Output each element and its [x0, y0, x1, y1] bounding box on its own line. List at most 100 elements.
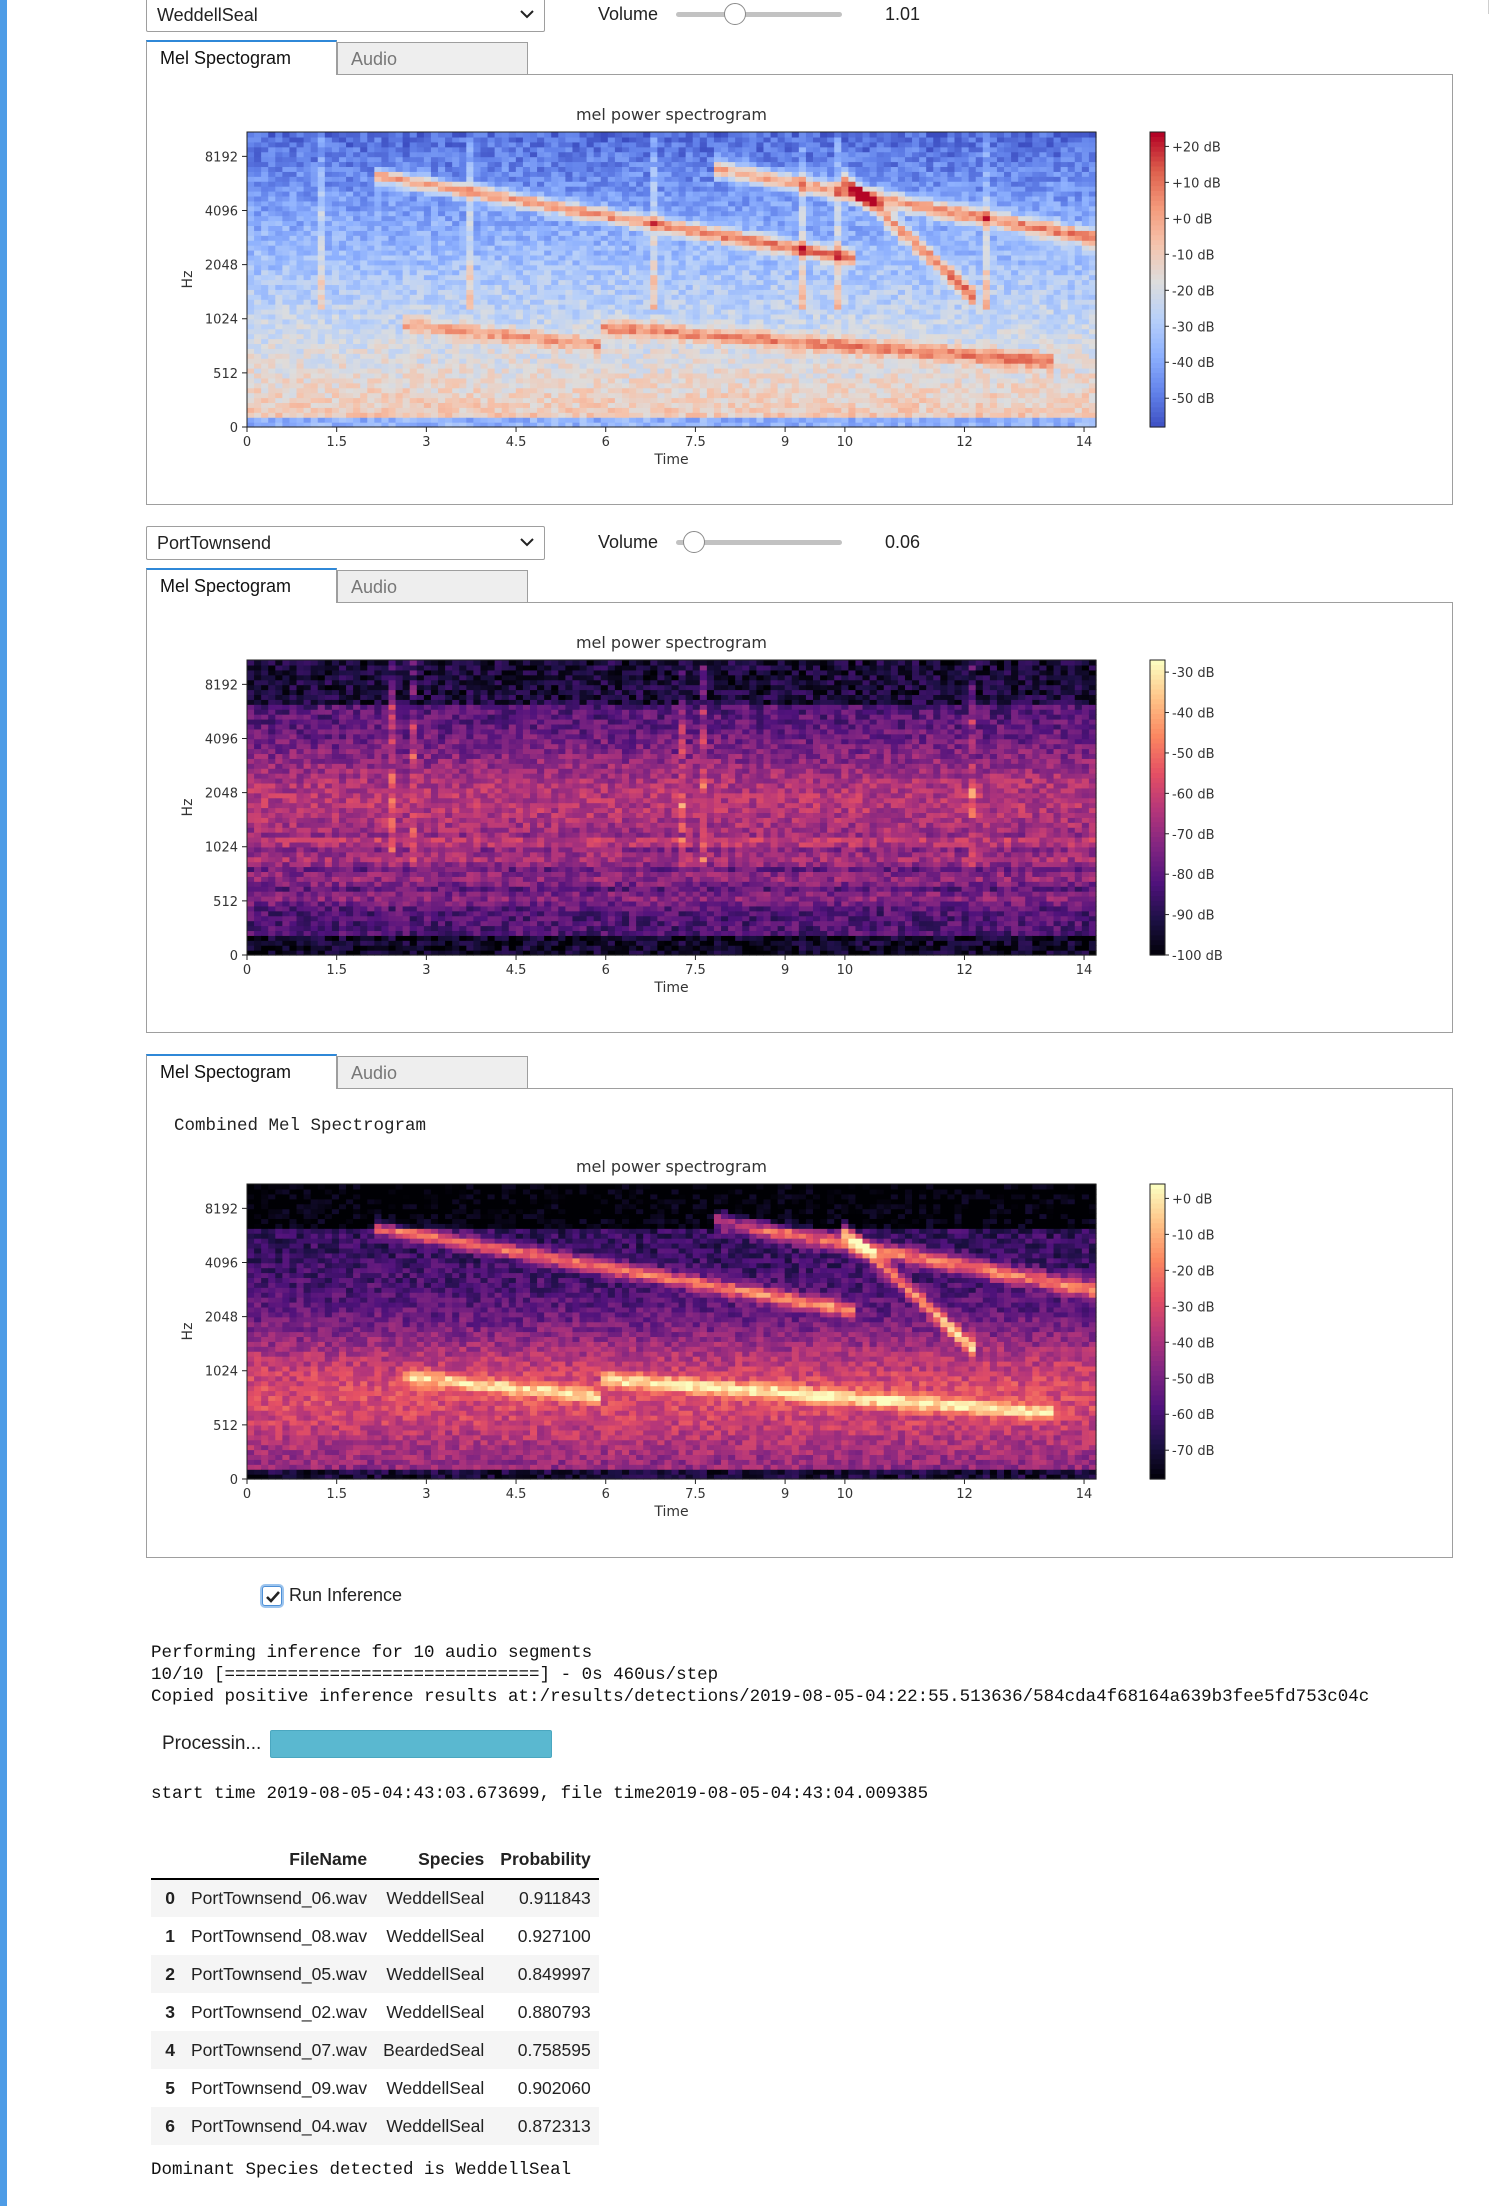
heatmap-cell	[763, 156, 772, 163]
heatmap-cell	[791, 422, 800, 428]
heatmap-cell	[820, 358, 828, 364]
heatmap-cell	[367, 195, 375, 202]
volume-slider-track-1[interactable]	[676, 12, 842, 17]
tab-mel-spectogram[interactable]: Mel Spectogram	[146, 40, 337, 75]
heatmap-cell	[268, 225, 276, 231]
heatmap-cell	[791, 250, 800, 256]
heatmap-cell	[728, 230, 736, 236]
heatmap-cell	[452, 151, 460, 158]
heatmap-cell	[692, 402, 701, 408]
heatmap-cell	[459, 358, 467, 364]
heatmap-cell	[360, 328, 368, 335]
heatmap-cell	[353, 397, 361, 404]
heatmap-cell	[805, 363, 814, 369]
heatmap-cell	[508, 392, 517, 399]
heatmap-cell	[777, 328, 786, 335]
heatmap-cell	[346, 136, 354, 143]
heatmap-cell	[614, 146, 623, 153]
heatmap-cell	[438, 353, 446, 359]
cell-selection-bar[interactable]	[0, 0, 7, 2206]
heatmap-cell	[522, 205, 531, 212]
heatmap-cell	[614, 289, 623, 295]
heatmap-cell	[678, 309, 687, 315]
heatmap-cell	[494, 259, 503, 266]
heatmap-cell	[593, 343, 602, 349]
heatmap-cell	[813, 407, 821, 413]
heatmap-cell	[607, 245, 616, 251]
heatmap-cell	[685, 151, 694, 158]
heatmap-cell	[522, 412, 531, 418]
heatmap-cell	[558, 254, 566, 261]
heatmap-cell	[827, 250, 835, 256]
heatmap-cell	[459, 156, 467, 163]
heatmap-cell	[614, 387, 623, 394]
heatmap-cell	[763, 205, 772, 212]
heatmap-cell	[473, 323, 482, 330]
heatmap-cell	[508, 402, 517, 408]
heatmap-cell	[459, 250, 467, 256]
heatmap-cell	[388, 235, 397, 241]
volume-slider-thumb-1[interactable]	[723, 3, 746, 25]
heatmap-cell	[678, 245, 687, 251]
heatmap-cell	[558, 235, 566, 241]
heatmap-cell	[303, 422, 312, 428]
heatmap-cell	[508, 313, 517, 320]
heatmap-cell	[515, 215, 524, 222]
heatmap-cell	[480, 200, 489, 207]
heatmap-cell	[607, 284, 616, 290]
heatmap-cell	[572, 225, 581, 231]
heatmap-cell	[247, 166, 255, 172]
heatmap-cell	[388, 191, 397, 197]
heatmap-cell	[692, 171, 701, 177]
heatmap-cell	[438, 387, 446, 394]
heatmap-cell	[423, 245, 432, 251]
heatmap-cell	[657, 191, 666, 197]
heatmap-cell	[777, 245, 786, 251]
heatmap-cell	[820, 191, 828, 197]
heatmap-cell	[558, 422, 566, 428]
heatmap-cell	[820, 368, 828, 374]
heatmap-cell	[685, 161, 694, 168]
heatmap-cell	[374, 363, 383, 369]
heatmap-cell	[671, 323, 680, 330]
heatmap-cell	[317, 141, 326, 148]
heatmap-cell	[600, 328, 609, 335]
heatmap-cell	[480, 397, 489, 404]
heatmap-cell	[367, 417, 375, 423]
heatmap-cell	[565, 200, 574, 207]
heatmap-cell	[798, 269, 807, 276]
heatmap-cell	[268, 412, 276, 418]
heatmap-cell	[338, 250, 347, 256]
heatmap-cell	[296, 161, 305, 168]
heatmap-cell	[749, 279, 757, 286]
heatmap-cell	[388, 304, 397, 310]
heatmap-cell	[473, 235, 482, 241]
heatmap-cell	[749, 269, 757, 276]
heatmap-cell	[247, 363, 255, 369]
heatmap-cell	[664, 363, 673, 369]
heatmap-cell	[721, 136, 729, 143]
heatmap-cell	[827, 328, 835, 335]
heatmap-cell	[296, 215, 305, 222]
tab-audio[interactable]: Audio	[337, 42, 528, 76]
heatmap-cell	[367, 299, 375, 305]
heatmap-cell	[798, 294, 807, 300]
heatmap-cell	[296, 245, 305, 251]
heatmap-cell	[430, 368, 439, 374]
heatmap-cell	[296, 136, 305, 143]
heatmap-cell	[586, 294, 595, 300]
heatmap-cell	[268, 195, 276, 202]
heatmap-cell	[522, 417, 531, 423]
heatmap-cell	[388, 397, 397, 404]
heatmap-cell	[678, 348, 687, 354]
heatmap-cell	[501, 186, 510, 192]
heatmap-cell	[430, 141, 439, 148]
heatmap-cell	[487, 225, 496, 231]
heatmap-cell	[728, 205, 736, 212]
heatmap-cell	[692, 299, 701, 305]
heatmap-cell	[614, 358, 623, 364]
species-dropdown-1[interactable]: WeddellSeal	[146, 0, 545, 32]
heatmap-cell	[657, 176, 666, 182]
heatmap-cell	[338, 225, 347, 231]
heatmap-cell	[664, 166, 673, 172]
